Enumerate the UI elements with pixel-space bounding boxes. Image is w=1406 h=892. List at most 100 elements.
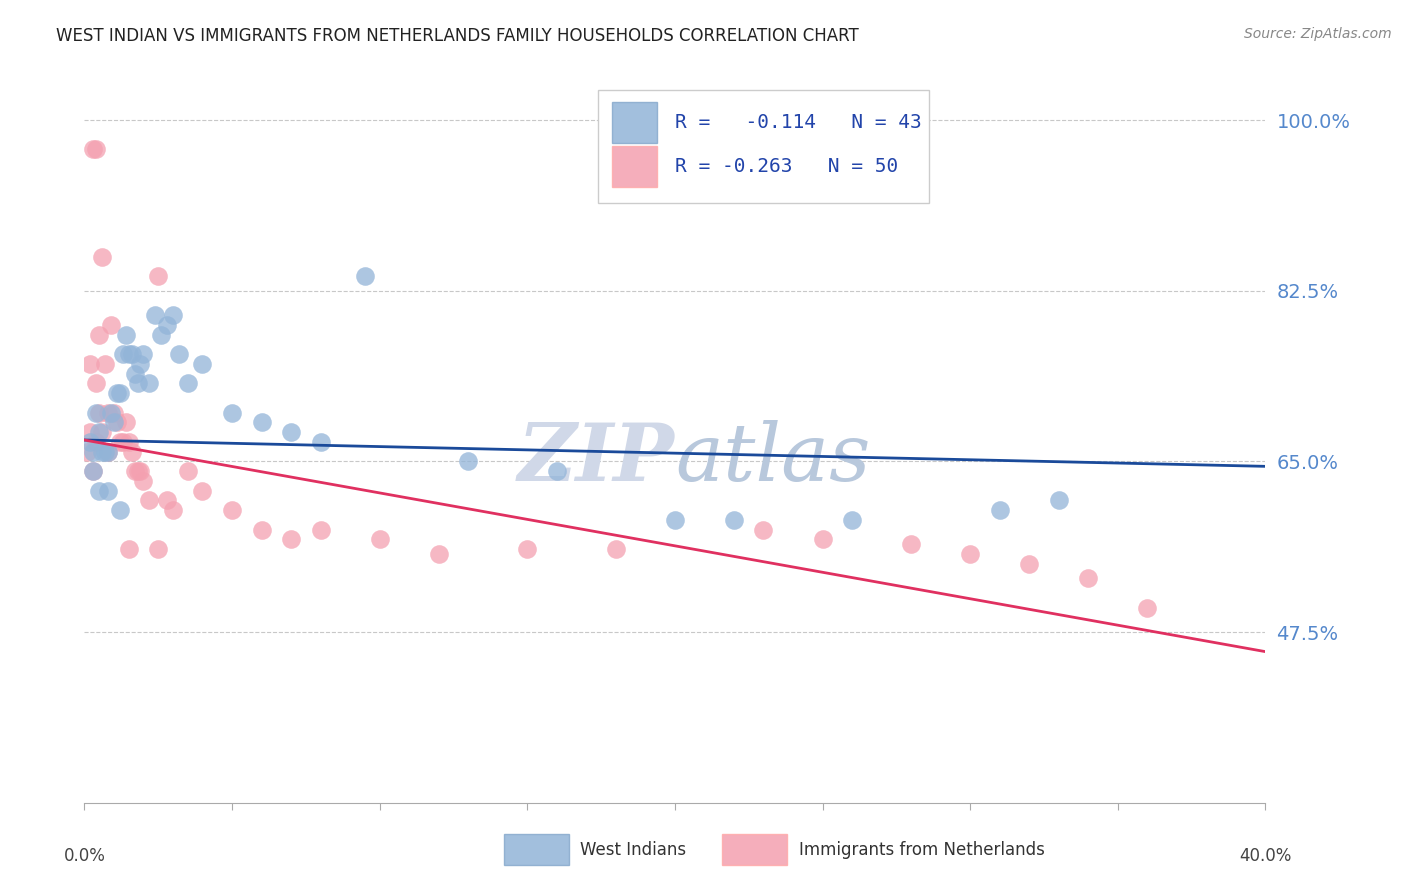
Point xyxy=(177,464,200,478)
Point xyxy=(752,523,775,537)
Point xyxy=(94,444,117,458)
Point xyxy=(82,444,104,458)
Point xyxy=(97,406,120,420)
Point xyxy=(91,250,114,264)
Point xyxy=(84,406,107,420)
Point xyxy=(118,434,141,449)
Point xyxy=(103,406,125,420)
FancyBboxPatch shape xyxy=(612,103,657,143)
Point xyxy=(250,416,273,430)
Point xyxy=(546,464,568,478)
Point xyxy=(1047,493,1070,508)
Text: WEST INDIAN VS IMMIGRANTS FROM NETHERLANDS FAMILY HOUSEHOLDS CORRELATION CHART: WEST INDIAN VS IMMIGRANTS FROM NETHERLAN… xyxy=(56,27,859,45)
Point xyxy=(516,542,538,557)
Point xyxy=(124,367,146,381)
Point xyxy=(94,357,117,371)
FancyBboxPatch shape xyxy=(598,90,929,203)
Point xyxy=(87,327,111,342)
Point xyxy=(127,376,149,391)
Point xyxy=(82,142,104,156)
Point xyxy=(191,483,214,498)
Point xyxy=(105,386,128,401)
Point xyxy=(138,493,160,508)
Point xyxy=(129,357,152,371)
Text: 0.0%: 0.0% xyxy=(63,847,105,864)
Point xyxy=(84,376,107,391)
Text: ZIP: ZIP xyxy=(517,420,675,498)
FancyBboxPatch shape xyxy=(612,146,657,186)
Point xyxy=(108,386,131,401)
Point xyxy=(82,464,104,478)
Point xyxy=(105,416,128,430)
Point xyxy=(79,434,101,449)
Point xyxy=(354,269,377,284)
Point xyxy=(605,542,627,557)
Text: atlas: atlas xyxy=(675,420,870,498)
Text: R =   -0.114   N = 43: R = -0.114 N = 43 xyxy=(675,113,921,132)
Point xyxy=(129,464,152,478)
FancyBboxPatch shape xyxy=(503,834,568,865)
Point xyxy=(108,503,131,517)
Point xyxy=(167,347,190,361)
Text: West Indians: West Indians xyxy=(581,841,686,859)
Point xyxy=(132,474,155,488)
Point xyxy=(111,347,134,361)
Point xyxy=(156,318,179,332)
Point xyxy=(114,416,136,430)
Point xyxy=(309,434,332,449)
Point xyxy=(114,327,136,342)
Text: Immigrants from Netherlands: Immigrants from Netherlands xyxy=(799,841,1045,859)
Point xyxy=(87,425,111,440)
Point xyxy=(132,347,155,361)
Point xyxy=(87,483,111,498)
Point xyxy=(121,444,143,458)
Point xyxy=(97,444,120,458)
Point xyxy=(162,503,184,517)
Point xyxy=(221,406,243,420)
Point xyxy=(124,464,146,478)
Point xyxy=(79,357,101,371)
Text: Source: ZipAtlas.com: Source: ZipAtlas.com xyxy=(1244,27,1392,41)
Point xyxy=(97,483,120,498)
Point xyxy=(143,308,166,322)
Point xyxy=(457,454,479,468)
Point xyxy=(1077,572,1099,586)
Point xyxy=(148,542,170,557)
Point xyxy=(148,269,170,284)
Point xyxy=(150,327,173,342)
Point xyxy=(156,493,179,508)
Point xyxy=(280,425,302,440)
Point xyxy=(250,523,273,537)
Point xyxy=(900,537,922,551)
Point xyxy=(368,533,391,547)
Point xyxy=(988,503,1011,517)
Point xyxy=(87,406,111,420)
Point xyxy=(309,523,332,537)
FancyBboxPatch shape xyxy=(723,834,787,865)
Point xyxy=(84,434,107,449)
Point xyxy=(959,547,981,561)
Point xyxy=(100,406,122,420)
Point xyxy=(191,357,214,371)
Point xyxy=(221,503,243,517)
Point xyxy=(118,347,141,361)
Point xyxy=(103,416,125,430)
Point xyxy=(127,464,149,478)
Point xyxy=(162,308,184,322)
Point xyxy=(91,425,114,440)
Point xyxy=(841,513,863,527)
Point xyxy=(1018,557,1040,571)
Point xyxy=(100,318,122,332)
Point xyxy=(111,434,134,449)
Point xyxy=(811,533,834,547)
Point xyxy=(82,464,104,478)
Point xyxy=(664,513,686,527)
Text: R = -0.263   N = 50: R = -0.263 N = 50 xyxy=(675,157,898,176)
Point xyxy=(427,547,450,561)
Point xyxy=(84,142,107,156)
Point xyxy=(138,376,160,391)
Point xyxy=(723,513,745,527)
Point xyxy=(91,444,114,458)
Point xyxy=(280,533,302,547)
Point xyxy=(121,347,143,361)
